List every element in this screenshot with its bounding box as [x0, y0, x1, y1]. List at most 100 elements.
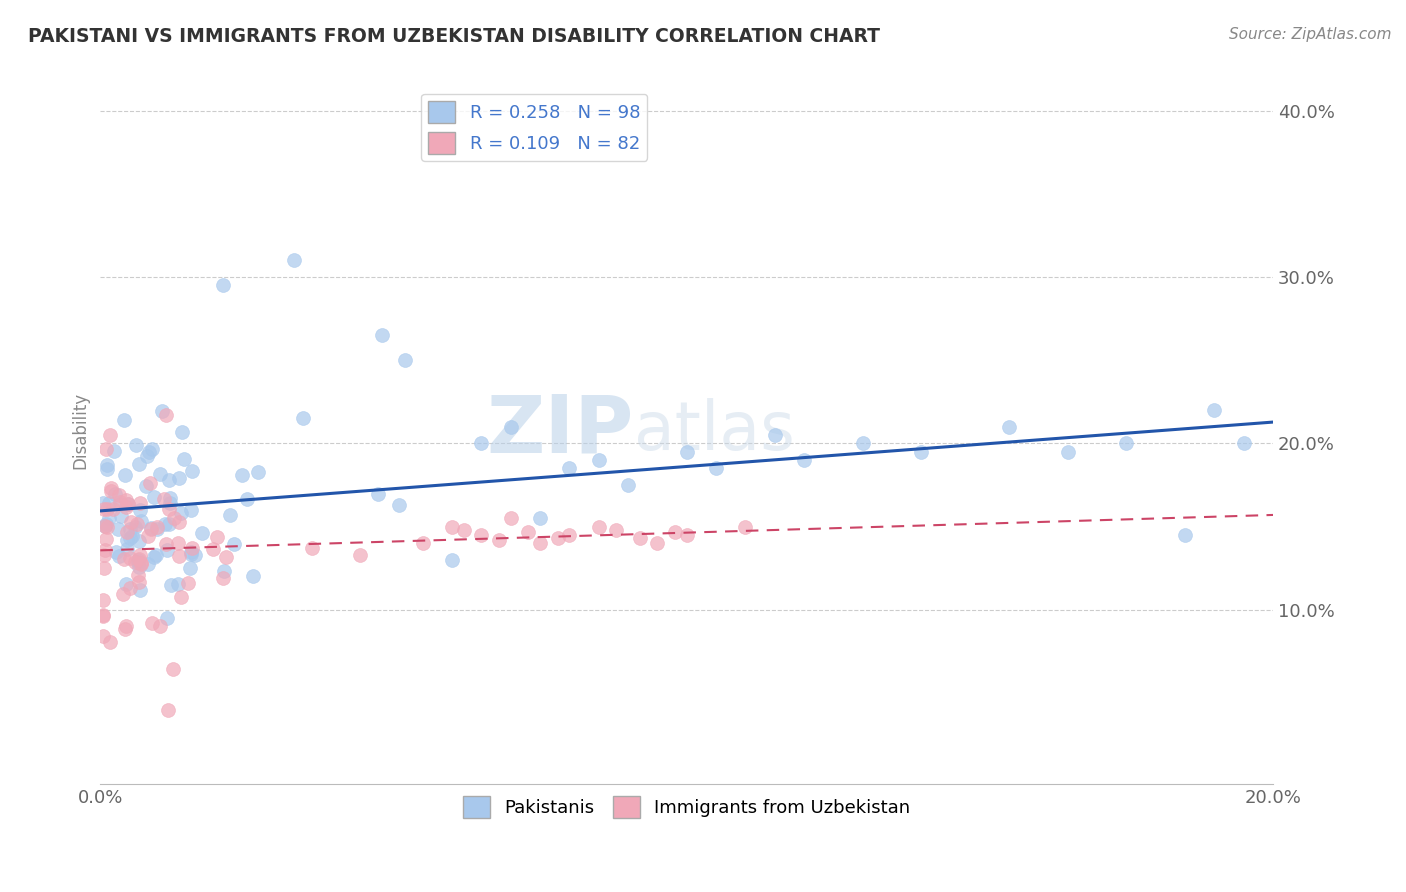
Point: [114, 467, 136, 482]
Point: [93, 561, 115, 575]
Point: [139, 522, 162, 536]
Point: [141, 442, 163, 456]
Point: [107, 487, 129, 501]
Point: [136, 529, 159, 543]
Point: [128, 575, 150, 590]
Point: [118, 581, 141, 595]
Point: [499, 419, 522, 434]
Point: [91, 629, 114, 643]
Point: [107, 549, 129, 563]
Point: [91, 593, 114, 607]
Point: [180, 545, 202, 559]
Point: [114, 493, 136, 508]
Point: [135, 449, 157, 463]
Point: [910, 444, 932, 458]
Point: [588, 519, 610, 533]
Point: [170, 425, 193, 440]
Point: [129, 515, 152, 529]
Point: [145, 522, 167, 536]
Point: [139, 520, 162, 534]
Point: [181, 541, 204, 556]
Point: [628, 531, 651, 545]
Point: [1115, 436, 1137, 450]
Point: [242, 569, 264, 583]
Point: [100, 484, 122, 499]
Point: [470, 528, 492, 542]
Point: [998, 419, 1021, 434]
Point: [167, 515, 190, 529]
Point: [103, 487, 125, 501]
Point: [96, 502, 118, 516]
Point: [202, 541, 225, 556]
Point: [125, 437, 148, 451]
Point: [120, 550, 142, 565]
Point: [156, 543, 179, 558]
Point: [155, 517, 177, 532]
Point: [163, 511, 186, 525]
Point: [118, 531, 141, 545]
Text: ZIP: ZIP: [486, 392, 634, 470]
Point: [96, 458, 118, 472]
Point: [170, 590, 193, 604]
Point: [149, 619, 172, 633]
Point: [124, 555, 146, 569]
Point: [169, 549, 191, 563]
Point: [98, 511, 121, 525]
Point: [111, 586, 134, 600]
Text: Source: ZipAtlas.com: Source: ZipAtlas.com: [1229, 27, 1392, 42]
Point: [128, 552, 150, 566]
Point: [93, 548, 115, 562]
Point: [103, 444, 125, 458]
Point: [138, 444, 160, 458]
Point: [734, 519, 756, 533]
Point: [704, 461, 727, 475]
Point: [1056, 444, 1078, 458]
Point: [793, 453, 815, 467]
Point: [153, 492, 176, 507]
Point: [127, 568, 149, 582]
Point: [93, 542, 115, 557]
Point: [517, 524, 540, 539]
Point: [159, 491, 181, 505]
Point: [145, 548, 167, 562]
Point: [675, 444, 697, 458]
Point: [124, 520, 146, 534]
Y-axis label: Disability: Disability: [72, 392, 89, 469]
Point: [129, 558, 152, 572]
Point: [96, 520, 118, 534]
Point: [127, 555, 149, 569]
Point: [173, 452, 195, 467]
Legend: Pakistanis, Immigrants from Uzbekistan: Pakistanis, Immigrants from Uzbekistan: [456, 789, 918, 825]
Point: [529, 511, 551, 525]
Point: [763, 428, 786, 442]
Point: [394, 353, 416, 368]
Point: [100, 481, 122, 495]
Point: [93, 518, 115, 533]
Point: [349, 548, 371, 562]
Point: [499, 511, 522, 525]
Point: [162, 661, 184, 675]
Point: [441, 519, 464, 533]
Point: [212, 564, 235, 578]
Point: [558, 528, 581, 542]
Point: [117, 497, 139, 511]
Point: [191, 525, 214, 540]
Point: [547, 531, 569, 545]
Point: [170, 507, 193, 521]
Point: [108, 497, 131, 511]
Point: [222, 537, 245, 551]
Point: [441, 553, 464, 567]
Point: [470, 436, 492, 450]
Point: [588, 453, 610, 467]
Point: [141, 616, 163, 631]
Point: [157, 501, 180, 516]
Point: [1174, 528, 1197, 542]
Point: [215, 550, 238, 565]
Point: [149, 467, 172, 482]
Point: [112, 552, 135, 566]
Point: [117, 524, 139, 539]
Point: [605, 523, 627, 537]
Point: [120, 515, 142, 529]
Point: [98, 427, 121, 442]
Point: [155, 536, 177, 550]
